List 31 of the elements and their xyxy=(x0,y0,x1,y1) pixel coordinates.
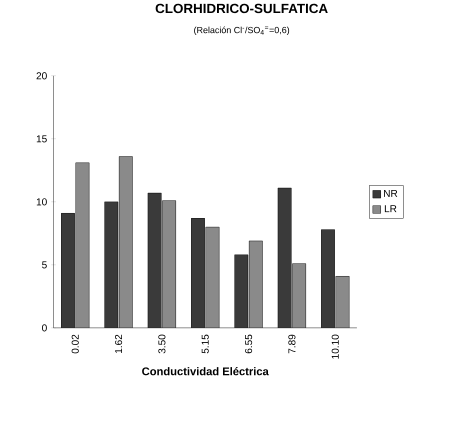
y-tick-label: 0 xyxy=(42,324,47,332)
legend-label: NR xyxy=(384,190,398,197)
legend-label: LR xyxy=(384,205,396,212)
y-tick-label: 20 xyxy=(36,72,47,80)
bar xyxy=(148,193,162,328)
y-tick-label: 5 xyxy=(42,261,47,268)
bar xyxy=(336,276,350,328)
x-tick-label: 3.50 xyxy=(158,334,166,354)
x-tick-label: 5.15 xyxy=(202,334,209,354)
bar xyxy=(191,218,205,328)
chart-subtitle: (Relación Cl$^{-}$/SO$_{4}$$^{=}$=0,6) xyxy=(194,26,290,36)
bar xyxy=(61,213,75,328)
y-tick-label: 15 xyxy=(36,135,47,142)
x-tick-label: 7.89 xyxy=(288,334,296,354)
x-tick-label: 6.55 xyxy=(245,334,252,354)
chart-title: CLORHIDRICO-SULFATICA xyxy=(156,4,328,14)
x-tick-label: 0.02 xyxy=(72,334,79,354)
y-tick-label: 10 xyxy=(36,198,47,206)
bar xyxy=(249,241,263,328)
bar xyxy=(104,202,118,328)
x-tick-label: 1.62 xyxy=(114,334,122,354)
bar xyxy=(321,229,335,328)
bar xyxy=(234,254,248,328)
bar xyxy=(119,156,132,328)
bar xyxy=(76,162,90,328)
bar xyxy=(278,188,292,328)
bar xyxy=(292,264,306,328)
bar xyxy=(162,200,176,328)
x-axis-title: Conductividad Eléctrica xyxy=(142,367,269,376)
bar xyxy=(206,227,220,328)
x-tick-label: 10.10 xyxy=(332,334,339,359)
